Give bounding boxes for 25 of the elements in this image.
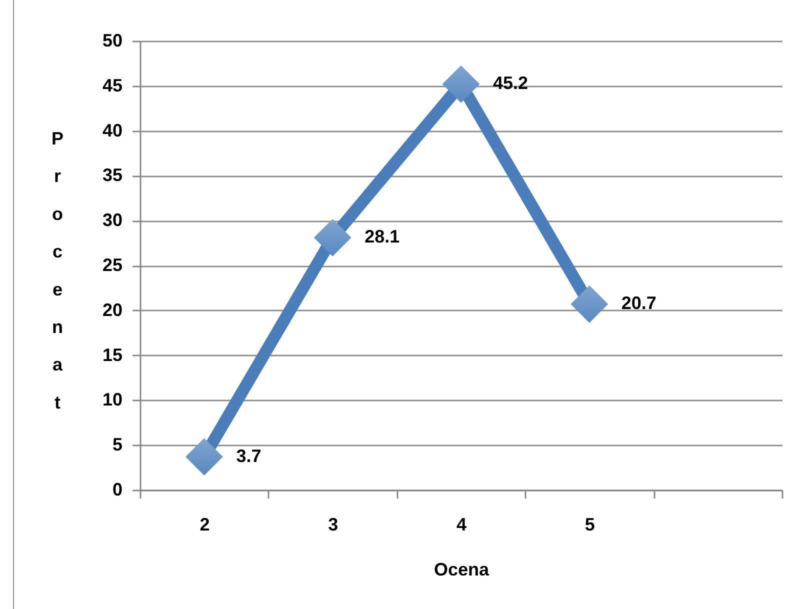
point: [570, 285, 608, 323]
x-axis-title: Ocena: [434, 560, 490, 580]
y-tick-label: 40: [102, 120, 122, 140]
y-tick-label: 35: [102, 165, 122, 186]
data-label: 3.7: [236, 446, 262, 466]
y-tick-label: 30: [102, 210, 122, 230]
x-tick-label: 2: [200, 514, 210, 534]
x-tick-label: 4: [456, 514, 467, 534]
y-tick-label: 10: [102, 390, 122, 410]
point: [314, 218, 352, 256]
x-tick-label: 5: [584, 514, 595, 534]
data-label: 20.7: [621, 293, 656, 314]
y-tick-label: 50: [102, 30, 122, 50]
data-label: 28.1: [364, 226, 400, 247]
y-tick-label: 20: [102, 300, 122, 320]
x-tick-label: 3: [328, 514, 338, 534]
y-tick-label: 25: [102, 255, 122, 275]
y-tick-label: 45: [102, 75, 122, 96]
point: [442, 65, 480, 103]
y-axis-title: Procenat: [51, 128, 64, 412]
point: [185, 438, 223, 476]
y-tick-label: 0: [112, 480, 122, 500]
y-tick-label: 15: [102, 344, 122, 365]
y-tick-label: 5: [112, 434, 122, 455]
data-label: 45.2: [493, 73, 528, 94]
